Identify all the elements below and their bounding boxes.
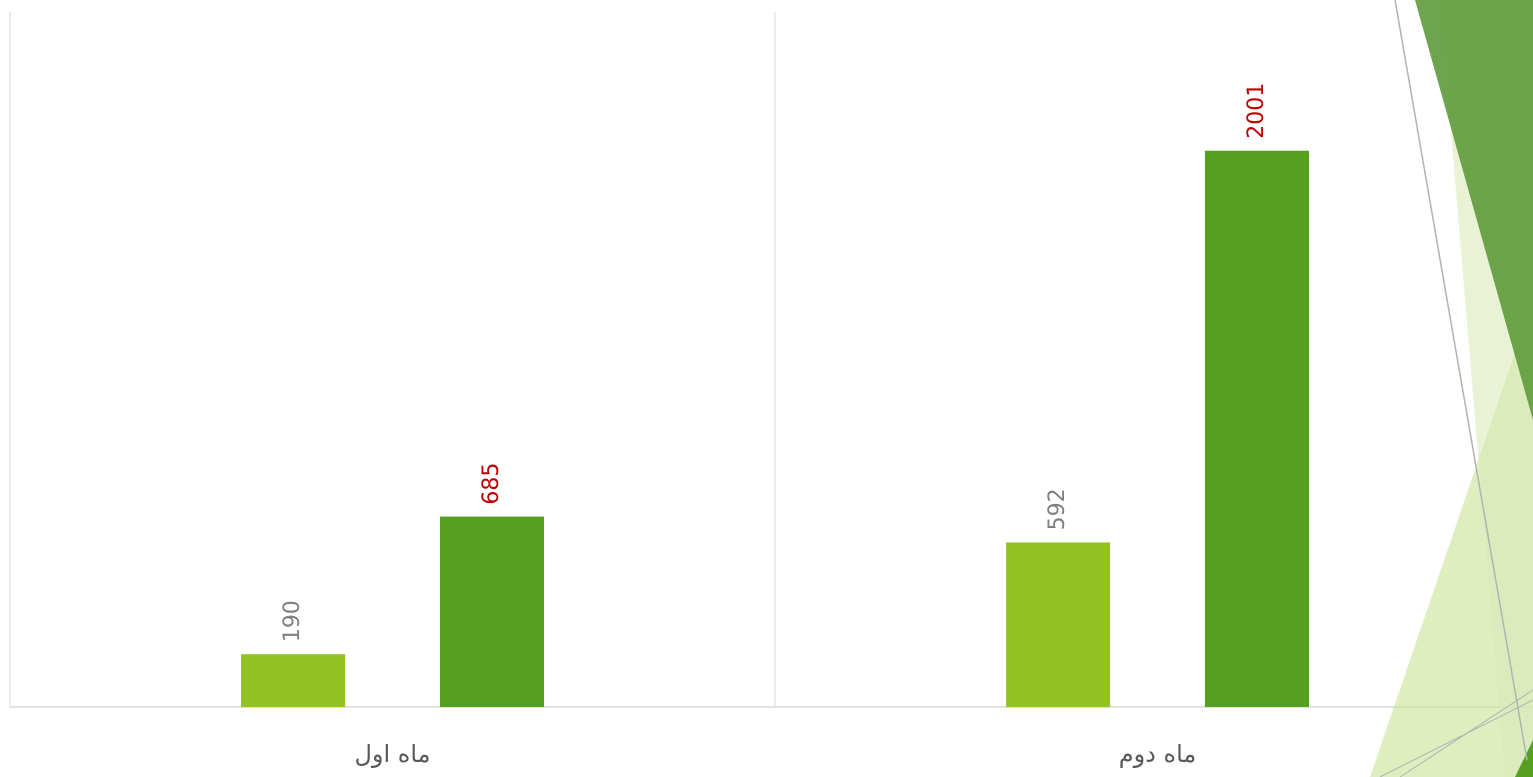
decor-line	[1379, 699, 1533, 777]
bar	[439, 516, 544, 707]
data-label: 592	[1045, 488, 1070, 530]
theme-decoration	[1370, 0, 1533, 777]
x-tick-label: ماه دوم	[1119, 740, 1197, 768]
data-label: 2001	[1244, 83, 1269, 139]
data-label: 685	[479, 463, 504, 505]
bar	[1006, 542, 1111, 707]
decor-line	[1394, 0, 1528, 761]
plot: ماه اول 190 685 ماه دوم 592 2001	[9, 12, 1533, 768]
x-tick-label: ماه اول	[354, 740, 430, 768]
decor-shape	[1515, 740, 1533, 777]
decor-line	[1399, 689, 1533, 777]
data-label: 190	[280, 600, 305, 642]
bar	[1204, 150, 1309, 708]
decor-shape	[1415, 0, 1533, 420]
bar	[241, 654, 346, 707]
